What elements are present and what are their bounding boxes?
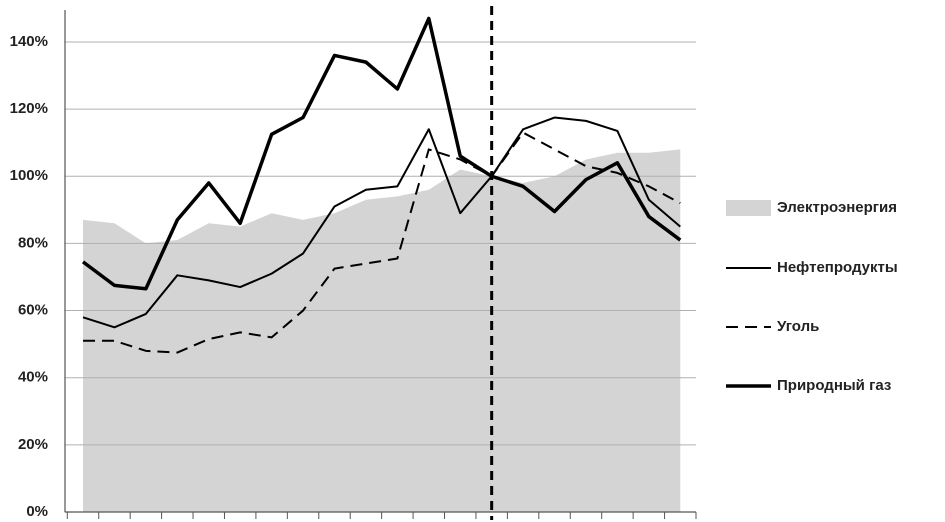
legend-label: Уголь [777,318,819,335]
line [81,16,682,291]
legend-label: Нефтепродукты [777,259,898,276]
line [83,131,681,354]
y-tick-label: 0% [26,503,48,520]
y-tick-label: 80% [18,234,48,251]
y-tick-label: 140% [10,33,48,50]
y-tick-label: 60% [18,302,48,319]
legend-label: Природный газ [777,377,891,394]
line [82,116,681,329]
legend-swatch [726,200,771,216]
y-tick-label: 20% [18,436,48,453]
y-tick-label: 120% [10,100,48,117]
y-tick-label: 40% [18,369,48,386]
area [83,149,681,512]
y-tick-label: 100% [10,167,48,184]
legend-label: Электроэнергия [777,199,897,216]
